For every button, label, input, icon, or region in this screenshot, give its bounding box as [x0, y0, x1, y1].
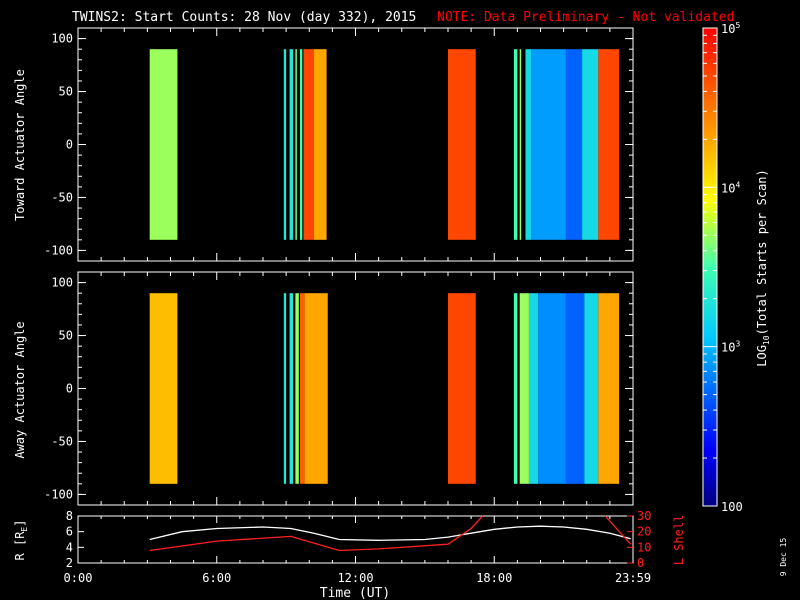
r-tick-label: 8 — [66, 509, 73, 523]
lshell-tick-label: 20 — [637, 525, 651, 539]
heat-band-1-8 — [519, 293, 529, 484]
toward-y-ticks: 100 50 0 -50 -100 — [44, 28, 634, 261]
panel-away: 100 50 0 -50 -100 Away Actuator Angle — [13, 271, 634, 506]
heat-band-0-0 — [149, 49, 178, 240]
away-ylabel: Away Actuator Angle — [13, 321, 27, 458]
heat-band-1-2 — [289, 293, 294, 484]
x-tick-label: 0:00 — [64, 571, 93, 585]
lshell-tick-label: 30 — [637, 509, 651, 523]
heat-band-0-5 — [303, 49, 314, 240]
x-tick-label: 18:00 — [476, 571, 512, 585]
y-tick-label: -50 — [51, 190, 73, 204]
y-tick-label: 100 — [51, 276, 73, 290]
y-tick-label: 50 — [59, 85, 73, 99]
y-tick-label: 0 — [66, 382, 73, 396]
heat-band-1-11 — [565, 293, 585, 484]
toward-heatmap — [149, 49, 620, 240]
title-note: NOTE: Data Preliminary - Not validated — [437, 10, 734, 25]
heat-band-0-14 — [598, 49, 620, 240]
colorbar-tick-label: 105 — [721, 21, 740, 36]
y-tick-label: 100 — [51, 32, 73, 46]
heat-band-0-3 — [295, 49, 297, 240]
x-tick-label: 6:00 — [202, 571, 231, 585]
heat-band-1-0 — [149, 293, 178, 484]
r-tick-label: 6 — [66, 525, 73, 539]
title-main: TWINS2: Start Counts: 28 Nov (day 332), … — [72, 10, 416, 25]
y-tick-label: 50 — [59, 329, 73, 343]
heat-band-1-6 — [448, 293, 476, 484]
orbit-lines — [149, 515, 632, 552]
colorbar-tick-label: 100 — [721, 500, 743, 514]
away-heatmap — [149, 293, 620, 484]
heat-band-0-2 — [289, 49, 294, 240]
heat-band-1-12 — [584, 293, 599, 484]
x-tick-label: 23:59 — [615, 571, 651, 585]
heat-band-1-10 — [538, 293, 566, 484]
heat-band-0-12 — [565, 49, 583, 240]
heat-band-1-1 — [283, 293, 287, 484]
heat-band-0-6 — [313, 49, 327, 240]
heat-band-0-10 — [525, 49, 532, 240]
away-y-ticks: 100 50 0 -50 -100 — [44, 272, 634, 505]
colorbar-tick-label: 104 — [721, 180, 740, 195]
lshell-axis-label: L Shell — [672, 515, 686, 566]
heat-band-0-4 — [300, 49, 303, 240]
heat-band-0-7 — [448, 49, 476, 240]
heat-band-1-4 — [300, 293, 305, 484]
heat-band-1-7 — [513, 293, 518, 484]
lshell-tick-label: 0 — [637, 556, 644, 570]
date-stamp: 9 Dec 15 — [779, 538, 788, 577]
lshell-tick-label: 10 — [637, 540, 651, 554]
lshell-line-1 — [149, 515, 484, 552]
x-tick-label: 12:00 — [337, 571, 373, 585]
colorbar-gradient — [702, 27, 718, 507]
heat-band-1-5 — [304, 293, 328, 484]
heat-band-1-3 — [295, 293, 299, 484]
r-axis-label: R [RE] — [13, 520, 29, 561]
r-distance-line-0 — [149, 525, 631, 541]
colorbar: 105 104 103 100 LOG10(Total Starts per Scan… — [702, 21, 771, 514]
toward-ylabel: Toward Actuator Angle — [13, 69, 27, 221]
lshell-line-2 — [604, 515, 632, 545]
y-tick-label: -100 — [44, 243, 73, 257]
heat-band-0-9 — [519, 49, 522, 240]
heat-band-0-13 — [582, 49, 599, 240]
heat-band-1-13 — [598, 293, 620, 484]
colorbar-ticks: 105 104 103 100 — [703, 21, 743, 514]
r-tick-label: 4 — [66, 540, 73, 554]
r-tick-label: 2 — [66, 556, 73, 570]
heat-band-1-9 — [528, 293, 539, 484]
heat-band-0-11 — [531, 49, 566, 240]
y-tick-label: -50 — [51, 434, 73, 448]
panel-toward: 100 50 0 -50 -100 Toward Actuator Angle — [13, 27, 634, 262]
heat-band-0-8 — [513, 49, 518, 240]
y-tick-label: -100 — [44, 487, 73, 501]
colorbar-label: LOG10(Total Starts per Scan) — [755, 169, 771, 367]
heat-band-0-1 — [283, 49, 287, 240]
colorbar-tick-label: 103 — [721, 340, 740, 355]
y-tick-label: 0 — [66, 138, 73, 152]
x-axis-label: Time (UT) — [320, 586, 390, 600]
